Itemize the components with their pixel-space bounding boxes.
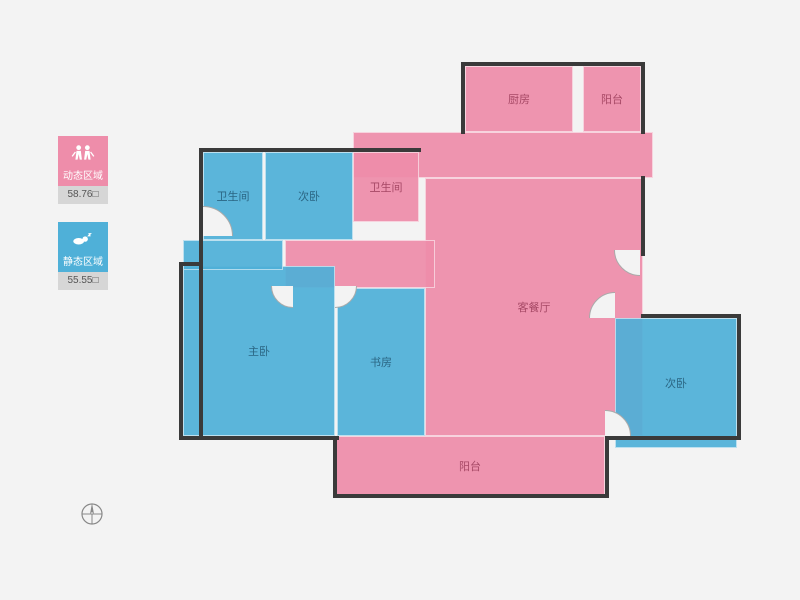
sleep-icon [58, 222, 108, 254]
wall-segment [641, 62, 645, 134]
wall-segment [641, 314, 741, 318]
wall-segment [199, 148, 355, 152]
wall-segment [605, 436, 609, 498]
wall-segment [641, 176, 645, 256]
wall-segment [605, 436, 741, 440]
room-label: 阳台 [459, 458, 481, 474]
room-label: 客餐厅 [518, 299, 551, 315]
room-bed2a: 次卧 [265, 152, 353, 240]
room-balcony2: 阳台 [335, 436, 605, 496]
room-label: 主卧 [248, 343, 270, 359]
legend-dynamic: 动态区域 58.76□ [58, 136, 108, 204]
wall-segment [199, 148, 203, 440]
room-label: 次卧 [665, 375, 687, 391]
room-label: 厨房 [508, 91, 530, 107]
room-bath2: 卫生间 [353, 152, 419, 222]
wall-segment [461, 62, 465, 134]
wall-segment [179, 262, 183, 440]
room-label: 阳台 [601, 91, 623, 107]
legend-dynamic-value: 58.76□ [58, 186, 108, 204]
room-label: 次卧 [298, 188, 320, 204]
room-balcony1: 阳台 [583, 66, 641, 132]
wall-segment [333, 436, 337, 498]
wall-segment [179, 436, 339, 440]
room-label: 卫生间 [370, 179, 403, 195]
room-label: 书房 [370, 354, 392, 370]
legend-static-value: 55.55□ [58, 272, 108, 290]
legend-static: 静态区域 55.55□ [58, 222, 108, 290]
wall-segment [461, 62, 645, 66]
room-bed2b: 次卧 [615, 318, 737, 448]
room-study: 书房 [337, 288, 425, 436]
room-master: 主卧 [183, 266, 335, 436]
wall-segment [351, 148, 421, 152]
room-label: 卫生间 [217, 188, 250, 204]
room-kitchen: 厨房 [465, 66, 573, 132]
wall-segment [737, 314, 741, 440]
legend-dynamic-label: 动态区域 [58, 168, 108, 186]
wall-segment [333, 494, 609, 498]
legend-static-label: 静态区域 [58, 254, 108, 272]
compass-icon [78, 500, 106, 528]
people-icon [58, 136, 108, 168]
legend-panel: 动态区域 58.76□ 静态区域 55.55□ [58, 136, 108, 308]
floorplan: 厨房阳台卫生间客餐厅阳台卫生间次卧主卧书房次卧 [175, 60, 755, 540]
